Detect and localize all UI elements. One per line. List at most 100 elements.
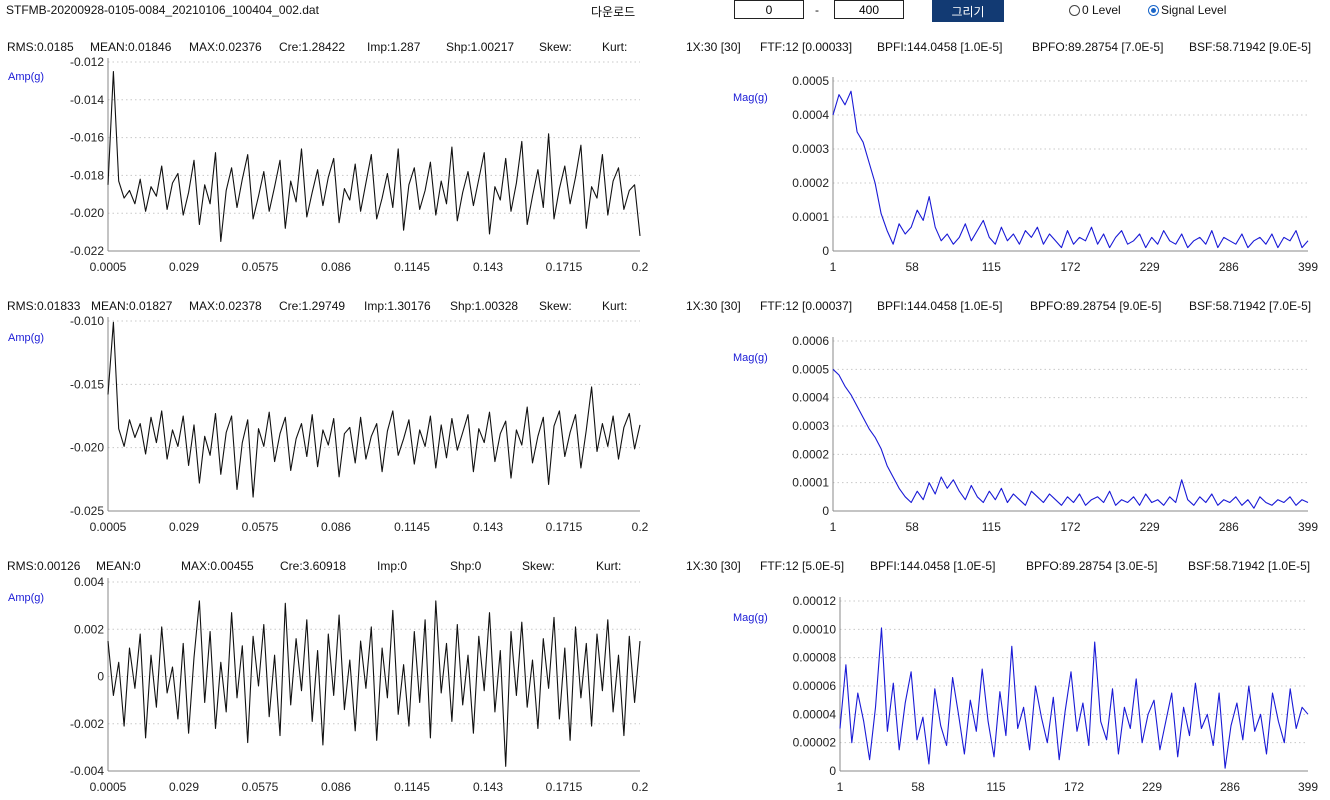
x-tick-label: 172 [1064, 780, 1084, 794]
stat-rms: RMS:0.0185 [7, 40, 74, 54]
x-tick-label: 0.1145 [394, 260, 430, 274]
y-tick-label: -0.015 [70, 377, 104, 391]
x-tick-label: 0.143 [473, 260, 503, 274]
radio-zero-icon[interactable] [1069, 4, 1080, 16]
stat-1x: 1X:30 [30] [686, 299, 741, 313]
y-axis-label: Amp(g) [8, 592, 44, 604]
stat-ftf: FTF:12 [0.00033] [760, 40, 853, 54]
x-tick-label: 0.1715 [546, 780, 583, 794]
y-tick-label: 0.00010 [793, 622, 837, 636]
y-tick-label: 0 [829, 764, 836, 778]
x-tick-label: 58 [911, 780, 925, 794]
y-tick-label: 0.00006 [793, 679, 837, 693]
y-tick-label: 0.0002 [792, 176, 829, 190]
x-tick-label: 58 [905, 520, 919, 534]
x-tick-label: 1 [837, 780, 844, 794]
x-tick-label: 0.029 [169, 780, 199, 794]
range-start-input[interactable] [734, 0, 804, 19]
spectrum-stats-1: 1X:30 [30] FTF:12 [0.00033] BPFI:144.045… [680, 40, 1330, 56]
stat-max: MAX:0.02378 [189, 299, 262, 313]
stat-shape: Shp:0 [450, 559, 482, 573]
series-line [832, 368, 1309, 509]
x-tick-label: 0.086 [321, 520, 351, 534]
x-tick-label: 229 [1142, 780, 1162, 794]
wave2-chart: -0.010 -0.015 -0.020 -0.025 0.0005 0.029 0.057… [8, 314, 649, 534]
y-tick-label: -0.016 [70, 131, 104, 145]
y-tick-label: 0.00008 [793, 651, 837, 665]
spectrum-stats-3: 1X:30 [30] FTF:12 [5.0E-5] BPFI:144.0458… [680, 559, 1330, 575]
y-tick-label: 0 [822, 244, 829, 258]
y-tick-label: 0.0006 [792, 334, 829, 348]
y-tick-label: 0.0001 [792, 210, 829, 224]
x-tick-label: 0.0005 [90, 260, 127, 274]
stat-bpfo: BPFO:89.28754 [7.0E-5] [1032, 40, 1164, 54]
x-tick-label: 286 [1219, 260, 1239, 274]
stat-bpfi: BPFI:144.0458 [1.0E-5] [877, 299, 1003, 313]
x-tick-label: 399 [1298, 260, 1318, 274]
stat-crest: Cre:1.28422 [279, 40, 346, 54]
stat-shape: Shp:1.00328 [450, 299, 519, 313]
x-tick-label: 0.143 [473, 520, 503, 534]
y-axis-label: Amp(g) [8, 71, 44, 83]
stat-bpfo: BPFO:89.28754 [9.0E-5] [1030, 299, 1162, 313]
stat-impulse: Imp:1.30176 [364, 299, 431, 313]
stat-skew: Skew: [522, 559, 555, 573]
series-line [839, 627, 1309, 769]
radio-signal-icon[interactable] [1148, 4, 1159, 16]
stat-rms: RMS:0.00126 [7, 559, 81, 573]
x-tick-label: 115 [982, 260, 1001, 274]
stat-bpfi: BPFI:144.0458 [1.0E-5] [870, 559, 996, 573]
x-tick-label: 0.086 [321, 780, 351, 794]
x-tick-label: 0.2 [632, 780, 649, 794]
toolbar: STFMB-20200928-0105-0084_20210106_100404… [0, 0, 1330, 28]
series-line [107, 321, 641, 498]
y-tick-label: 0.0003 [792, 142, 829, 156]
x-tick-label: 0.1145 [394, 520, 430, 534]
stat-bsf: BSF:58.71942 [7.0E-5] [1189, 299, 1312, 313]
waveform-stats-3: RMS:0.00126 MEAN:0 MAX:0.00455 Cre:3.609… [0, 559, 650, 575]
x-tick-label: 399 [1298, 780, 1318, 794]
stat-kurt: Kurt: [602, 299, 628, 313]
y-tick-label: -0.012 [70, 55, 104, 69]
stat-ftf: FTF:12 [5.0E-5] [760, 559, 845, 573]
x-tick-label: 0.143 [473, 780, 503, 794]
stat-impulse: Imp:0 [377, 559, 408, 573]
radio-zero-level[interactable]: 0 Level [1069, 3, 1121, 17]
radio-signal-level[interactable]: Signal Level [1148, 3, 1226, 17]
stat-bpfo: BPFO:89.28754 [3.0E-5] [1026, 559, 1158, 573]
y-tick-label: -0.014 [70, 93, 104, 107]
draw-button[interactable]: 그리기 [932, 0, 1004, 22]
y-tick-label: 0.0002 [792, 447, 829, 461]
spec3-chart: 0.00012 0.00010 0.00008 0.00006 0.00004 0.000… [733, 594, 1318, 794]
stat-1x: 1X:30 [30] [686, 40, 741, 54]
stat-rms: RMS:0.01833 [7, 299, 81, 313]
y-tick-label: 0.004 [74, 575, 104, 589]
y-axis-label: Amp(g) [8, 332, 44, 344]
waveform-stats-1: RMS:0.0185 MEAN:0.01846 MAX:0.02376 Cre:… [0, 40, 650, 56]
y-tick-label: -0.022 [70, 244, 104, 258]
x-tick-label: 286 [1220, 780, 1240, 794]
stat-impulse: Imp:1.287 [367, 40, 421, 54]
x-tick-label: 229 [1140, 260, 1160, 274]
y-tick-label: 0.0004 [792, 391, 829, 405]
x-tick-label: 0.0575 [242, 260, 279, 274]
stat-mean: MEAN:0 [96, 559, 141, 573]
radio-signal-label: Signal Level [1161, 3, 1227, 17]
y-tick-label: 0.0001 [792, 476, 829, 490]
download-link[interactable]: 다운로드 [591, 5, 636, 19]
stat-bpfi: BPFI:144.0458 [1.0E-5] [877, 40, 1003, 54]
y-tick-label: -0.004 [70, 764, 104, 778]
file-name: STFMB-20200928-0105-0084_20210106_100404… [6, 3, 319, 17]
wave1-chart: -0.012 -0.014 -0.016 -0.018 -0.020 -0.022 0.00… [8, 55, 649, 274]
stat-max: MAX:0.00455 [181, 559, 254, 573]
y-tick-label: 0 [822, 504, 829, 518]
y-tick-label: -0.025 [70, 504, 104, 518]
x-tick-label: 0.0575 [242, 520, 279, 534]
y-tick-label: 0.00004 [793, 707, 837, 721]
range-end-input[interactable] [834, 0, 904, 19]
stat-mean: MEAN:0.01827 [91, 299, 173, 313]
spectrum-stats-2: 1X:30 [30] FTF:12 [0.00037] BPFI:144.045… [680, 299, 1330, 315]
stat-bsf: BSF:58.71942 [1.0E-5] [1188, 559, 1311, 573]
x-tick-label: 0.086 [321, 260, 351, 274]
